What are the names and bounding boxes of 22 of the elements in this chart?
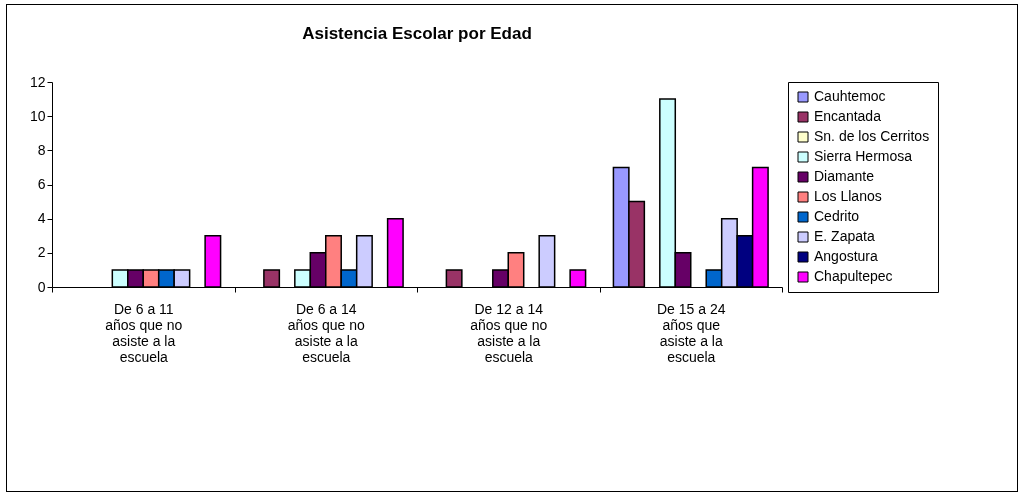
y-tick-label: 4 [37, 210, 46, 227]
y-tick-label: 8 [37, 141, 46, 158]
y-tick-label: 10 [29, 107, 46, 124]
legend-label: Los Llanos [814, 188, 882, 204]
legend-label: Diamante [814, 168, 875, 184]
x-tick-label: De 15 a 24 años que asiste a la escuela [657, 300, 726, 365]
y-tick-label: 12 [29, 73, 46, 90]
x-tick-label: De 6 a 14 años que no asiste a la escuela [287, 300, 365, 365]
legend-label: Angostura [814, 248, 879, 264]
x-tick-label: De 12 a 14 años que no asiste a la escuela [470, 300, 548, 365]
y-tick-label: 0 [37, 278, 46, 295]
legend-label: Cauhtemoc [814, 88, 886, 104]
legend-label: Cedrito [814, 208, 860, 224]
y-tick-label: 6 [37, 176, 46, 192]
legend-label: Chapultepec [814, 268, 893, 284]
chart-title: Asistencia Escolar por Edad [302, 24, 532, 43]
x-tick-label: De 6 a 11 años que no asiste a la escuela [105, 300, 183, 365]
legend-label: Sierra Hermosa [814, 148, 913, 164]
legend-label: Sn. de los Cerritos [814, 128, 930, 144]
legend-label: Encantada [814, 108, 882, 124]
legend-label: E. Zapata [814, 228, 875, 244]
y-tick-label: 2 [37, 244, 46, 261]
